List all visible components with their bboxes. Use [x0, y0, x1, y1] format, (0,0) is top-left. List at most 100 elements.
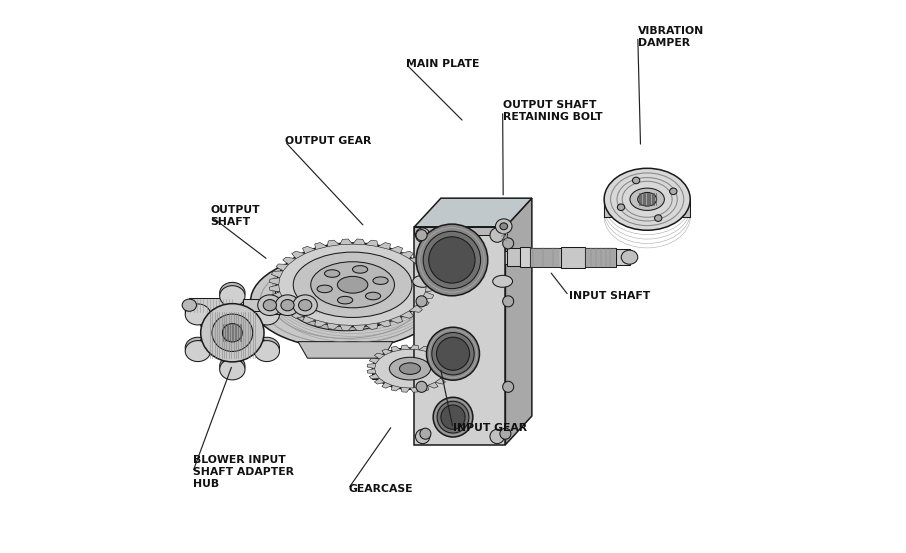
Polygon shape [303, 316, 315, 323]
Ellipse shape [219, 356, 245, 377]
Ellipse shape [654, 215, 662, 221]
Polygon shape [314, 243, 327, 249]
Polygon shape [269, 285, 280, 292]
Polygon shape [352, 325, 365, 331]
Polygon shape [492, 251, 507, 264]
Ellipse shape [423, 231, 480, 289]
Ellipse shape [432, 332, 474, 375]
Ellipse shape [317, 285, 333, 293]
Ellipse shape [338, 296, 352, 304]
Polygon shape [195, 293, 270, 372]
Ellipse shape [219, 359, 245, 380]
Ellipse shape [182, 299, 197, 311]
Polygon shape [292, 311, 305, 319]
Polygon shape [367, 363, 376, 369]
Polygon shape [426, 285, 436, 292]
Polygon shape [372, 369, 448, 379]
Polygon shape [410, 305, 422, 312]
Ellipse shape [437, 337, 469, 371]
Ellipse shape [185, 341, 210, 362]
Polygon shape [292, 251, 305, 259]
Ellipse shape [337, 276, 368, 293]
Ellipse shape [500, 428, 511, 439]
Ellipse shape [503, 382, 514, 392]
Text: INPUT SHAFT: INPUT SHAFT [569, 291, 651, 301]
Polygon shape [444, 363, 453, 369]
Polygon shape [616, 249, 630, 265]
Polygon shape [417, 299, 429, 306]
Ellipse shape [493, 275, 513, 288]
Text: INPUT GEAR: INPUT GEAR [453, 423, 527, 433]
Ellipse shape [416, 382, 427, 392]
Polygon shape [410, 345, 419, 350]
Ellipse shape [437, 401, 469, 433]
Polygon shape [400, 251, 413, 259]
Ellipse shape [251, 254, 440, 349]
Ellipse shape [485, 252, 498, 263]
Polygon shape [374, 378, 385, 384]
Polygon shape [435, 353, 446, 359]
Ellipse shape [400, 363, 420, 374]
Ellipse shape [276, 243, 429, 327]
Ellipse shape [257, 295, 282, 316]
Polygon shape [414, 227, 506, 235]
Ellipse shape [219, 283, 245, 304]
Polygon shape [391, 346, 400, 352]
Ellipse shape [372, 348, 448, 389]
Ellipse shape [503, 296, 514, 307]
Polygon shape [400, 345, 410, 350]
Ellipse shape [352, 265, 368, 273]
Polygon shape [428, 382, 439, 388]
Polygon shape [251, 301, 440, 322]
Polygon shape [440, 374, 450, 379]
Polygon shape [428, 349, 439, 355]
Polygon shape [370, 374, 380, 379]
Ellipse shape [429, 237, 475, 283]
Ellipse shape [632, 177, 640, 184]
Ellipse shape [503, 238, 514, 249]
Ellipse shape [441, 405, 465, 429]
Ellipse shape [373, 277, 388, 284]
Ellipse shape [281, 300, 294, 311]
Polygon shape [419, 346, 429, 352]
Polygon shape [340, 325, 352, 331]
Ellipse shape [604, 168, 690, 230]
Polygon shape [422, 292, 434, 299]
Ellipse shape [416, 296, 427, 307]
Ellipse shape [255, 301, 279, 322]
Ellipse shape [299, 300, 312, 311]
Polygon shape [440, 358, 450, 363]
Polygon shape [520, 247, 530, 267]
Polygon shape [417, 264, 429, 271]
Polygon shape [414, 227, 506, 445]
Polygon shape [283, 257, 296, 264]
Polygon shape [501, 232, 506, 240]
Ellipse shape [324, 270, 340, 277]
Polygon shape [303, 246, 315, 254]
Polygon shape [561, 247, 585, 268]
Polygon shape [422, 271, 434, 278]
Polygon shape [314, 320, 327, 327]
Polygon shape [381, 349, 392, 355]
Polygon shape [400, 311, 413, 319]
Polygon shape [400, 387, 410, 392]
Ellipse shape [185, 301, 210, 322]
Polygon shape [585, 248, 616, 267]
Text: GEARCASE: GEARCASE [348, 484, 413, 494]
Polygon shape [507, 248, 520, 266]
Ellipse shape [630, 188, 664, 211]
Ellipse shape [416, 224, 487, 296]
Ellipse shape [319, 288, 372, 315]
Polygon shape [365, 240, 378, 247]
Ellipse shape [433, 397, 473, 437]
Ellipse shape [294, 252, 412, 317]
Text: MAIN PLATE: MAIN PLATE [406, 59, 479, 69]
Ellipse shape [201, 304, 264, 362]
Polygon shape [269, 278, 280, 285]
Ellipse shape [416, 429, 429, 444]
Polygon shape [275, 285, 430, 300]
Polygon shape [189, 298, 234, 312]
Ellipse shape [416, 229, 427, 241]
Polygon shape [426, 278, 436, 285]
Ellipse shape [490, 228, 505, 242]
